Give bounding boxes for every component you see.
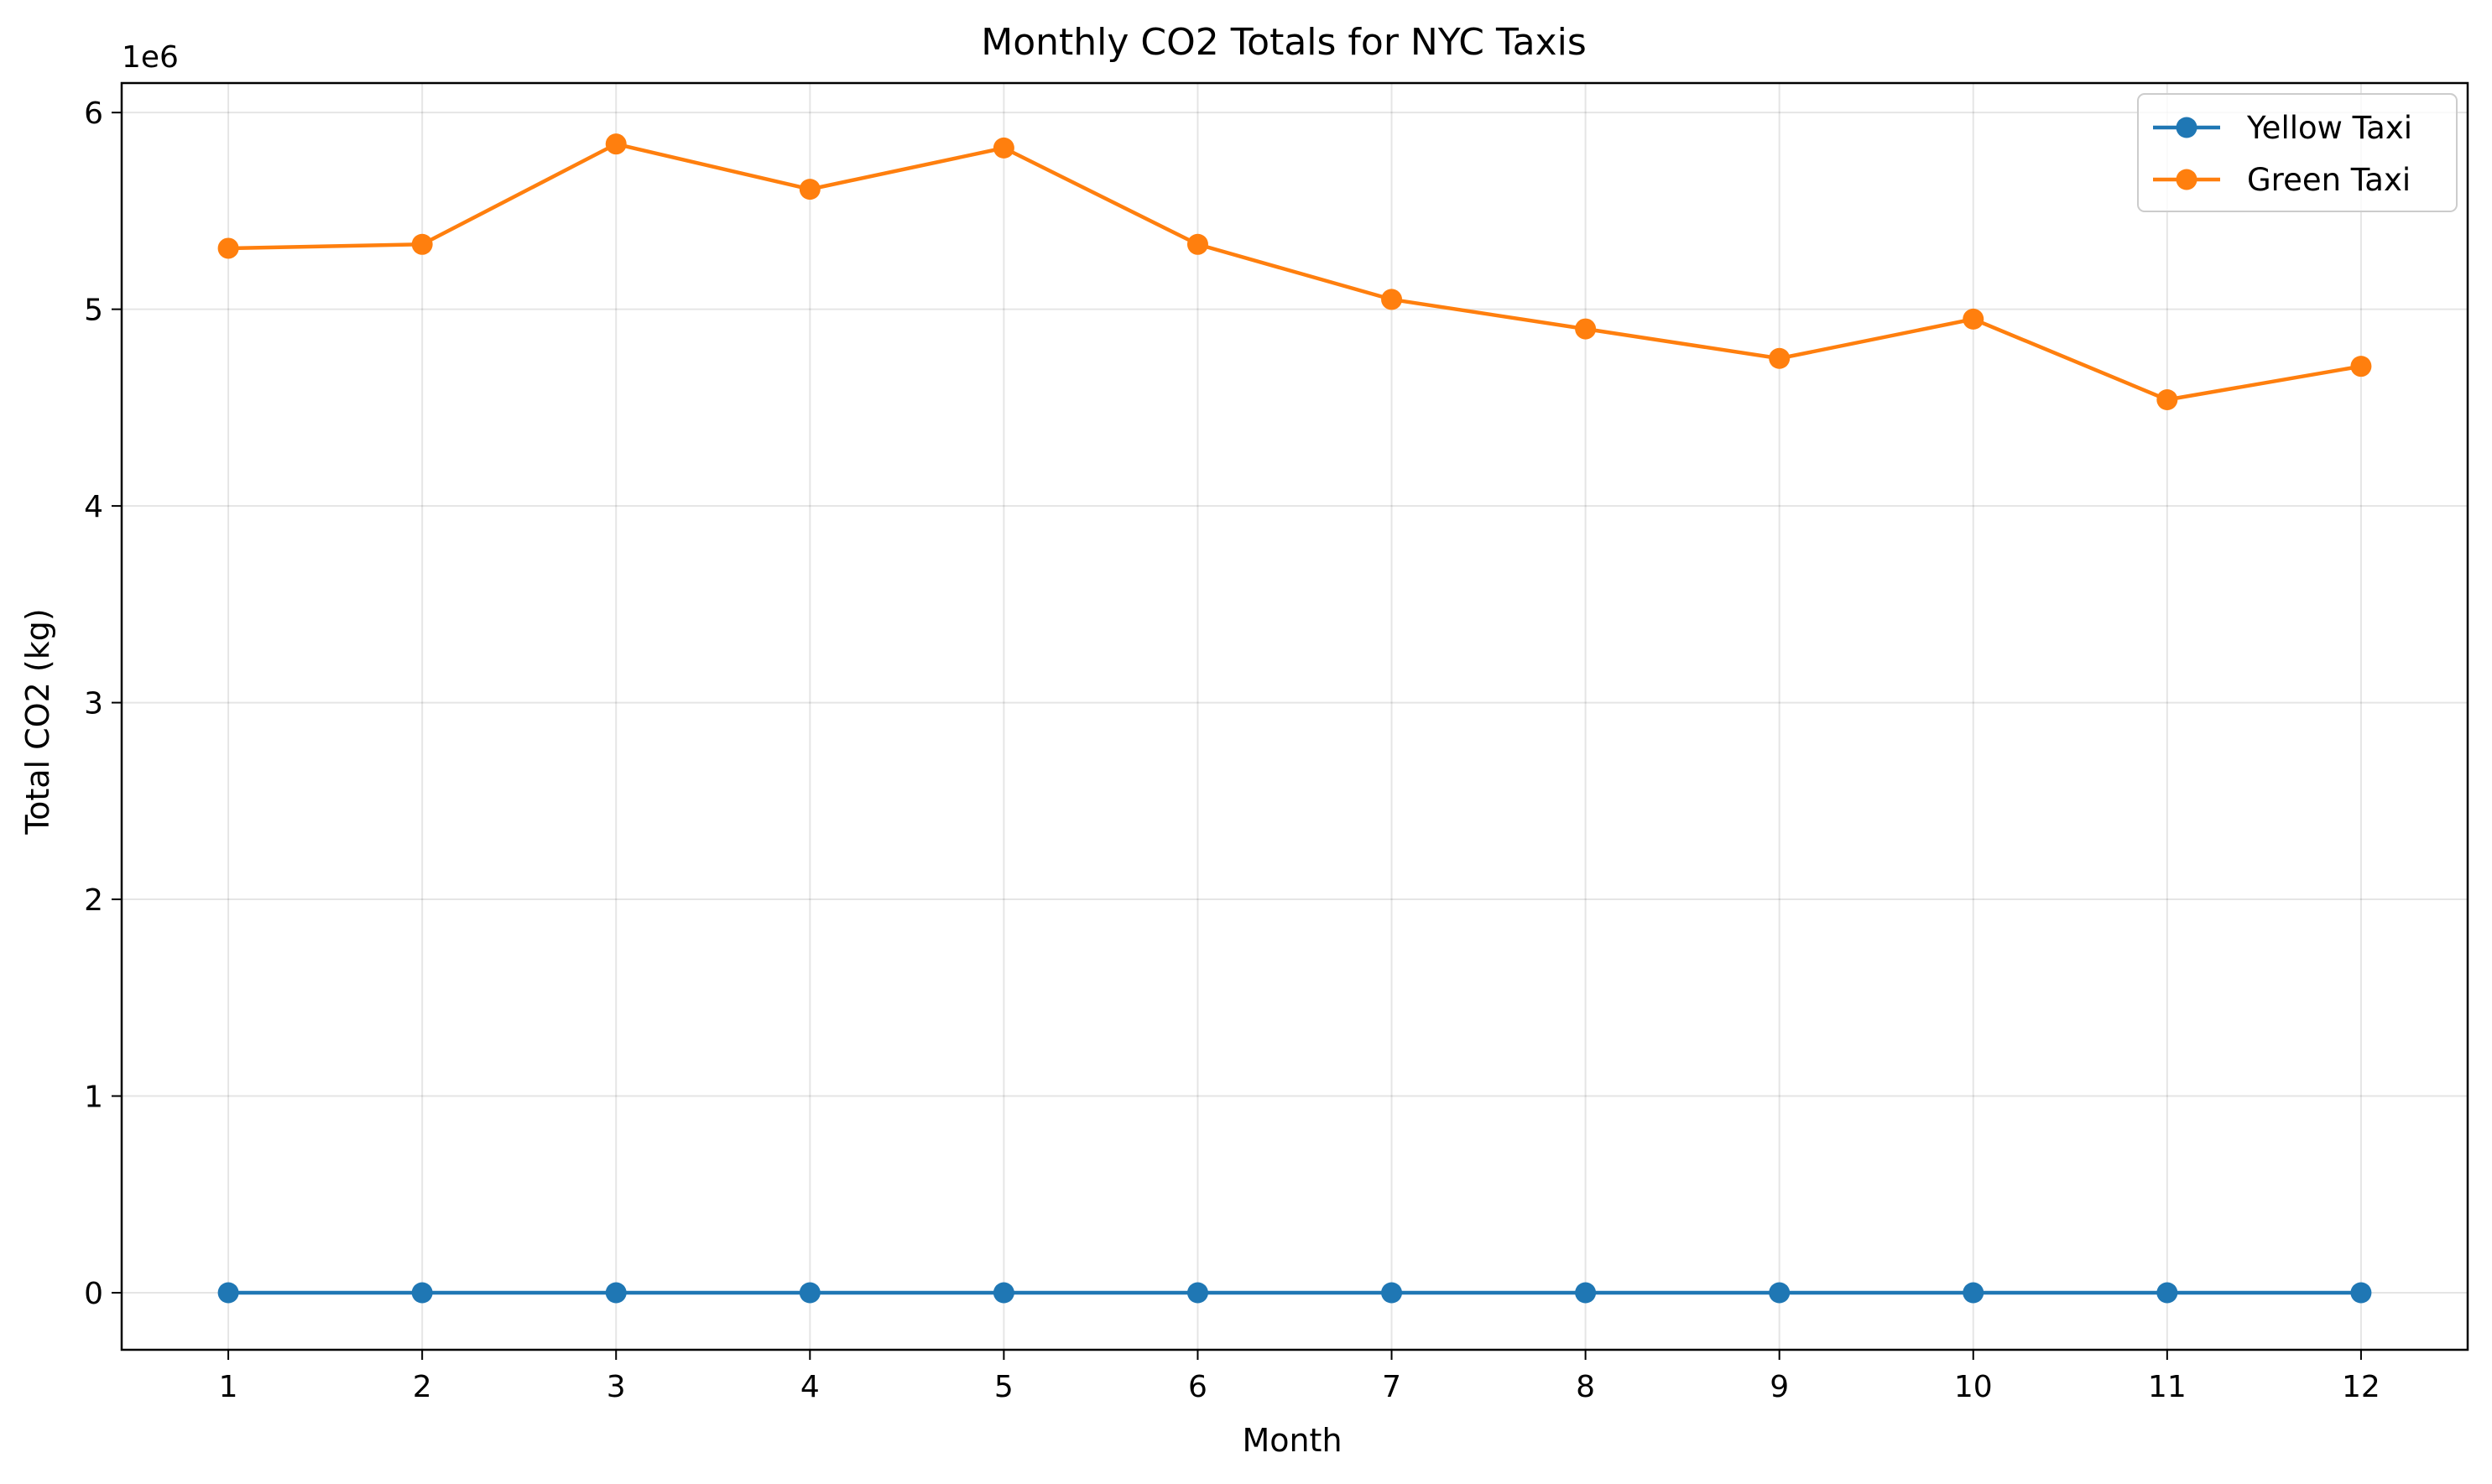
plot-frame [120, 81, 2469, 1351]
x-tick-label: 3 [607, 1370, 626, 1404]
y-tick-label: 3 [84, 687, 103, 721]
series-yellow-taxi [217, 1282, 2372, 1304]
legend: Yellow Taxi Green Taxi [2137, 93, 2458, 212]
legend-label: Green Taxi [2247, 162, 2411, 198]
x-tick-label: 6 [1188, 1370, 1207, 1404]
data-point [1381, 289, 1403, 310]
legend-marker [2176, 117, 2197, 138]
data-point [799, 179, 821, 200]
legend-label: Yellow Taxi [2246, 110, 2412, 146]
legend-box [2137, 93, 2458, 212]
data-point [605, 133, 627, 155]
series-green-taxi [217, 133, 2372, 410]
data-point [2156, 1282, 2178, 1304]
legend-item: Yellow Taxi [2153, 110, 2412, 146]
legend-marker [2176, 169, 2197, 190]
data-point [799, 1282, 821, 1304]
x-axis-label: Month [1242, 1422, 1342, 1459]
data-point [1186, 233, 1208, 255]
data-point [2156, 389, 2178, 410]
data-point [1963, 308, 1984, 330]
x-tick-label: 10 [1954, 1370, 1993, 1404]
x-tick-label: 12 [2342, 1370, 2380, 1404]
data-point [1381, 1282, 1403, 1304]
data-point [217, 237, 239, 259]
x-tick-label: 1 [219, 1370, 238, 1404]
y-tick-label: 6 [84, 96, 103, 131]
data-point [1186, 1282, 1208, 1304]
data-point [411, 233, 433, 255]
chart-title: Monthly CO2 Totals for NYC Taxis [981, 21, 1587, 64]
data-point [1575, 318, 1597, 340]
y-tick-label: 4 [84, 490, 103, 524]
y-tick-label: 2 [84, 883, 103, 918]
x-tick-label: 7 [1382, 1370, 1401, 1404]
y-tick-label: 1 [84, 1080, 103, 1115]
data-point [2350, 356, 2372, 378]
y-tick-label: 5 [84, 294, 103, 328]
series-layer [217, 133, 2372, 1304]
x-tick-label: 8 [1576, 1370, 1595, 1404]
data-point [1575, 1282, 1597, 1304]
x-tick-label: 9 [1770, 1370, 1789, 1404]
series-line [228, 142, 2362, 402]
legend-item: Green Taxi [2153, 162, 2411, 198]
x-tick-label: 4 [800, 1370, 820, 1404]
y-offset-label: 1e6 [122, 40, 179, 75]
x-tick-label: 11 [2148, 1370, 2187, 1404]
data-point [1769, 1282, 1791, 1304]
y-tick-label: 0 [84, 1277, 103, 1311]
data-point [993, 1282, 1014, 1304]
data-point [217, 1282, 239, 1304]
data-point [605, 1282, 627, 1304]
x-tick-label: 2 [413, 1370, 432, 1404]
data-point [993, 137, 1014, 159]
data-point [2350, 1282, 2372, 1304]
data-point [411, 1282, 433, 1304]
y-axis-label: Total CO2 (kg) [19, 608, 56, 835]
x-tick-label: 5 [994, 1370, 1014, 1404]
data-point [1769, 347, 1791, 369]
data-point [1963, 1282, 1984, 1304]
